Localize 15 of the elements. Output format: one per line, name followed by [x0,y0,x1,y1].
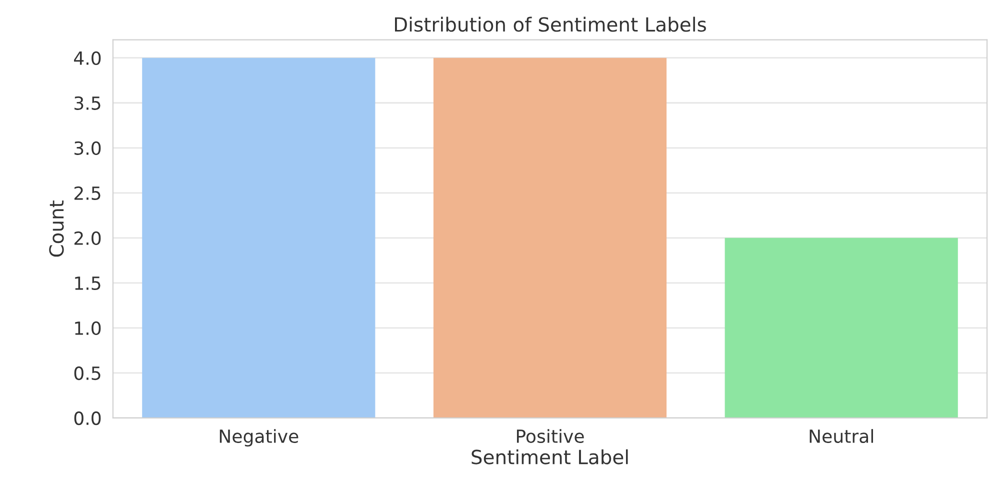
x-tick-label: Neutral [810,429,873,444]
y-tick-label: 2.0 [74,231,101,246]
x-tick-label: Positive [516,429,584,444]
y-tick-label: 3.5 [74,96,100,110]
y-axis-title: Count [49,200,64,257]
chart-title: Distribution of Sentiment Labels [395,16,706,32]
y-tick-label: 1.0 [75,321,101,336]
y-tick-label: 4.0 [74,51,101,65]
y-tick-label: 3.0 [74,141,101,155]
x-tick-label: Negative [220,429,298,447]
y-tick-label: 0.5 [74,366,100,380]
x-axis-title: Sentiment Label [472,449,628,464]
y-tick-label: 0.0 [74,411,101,426]
y-tick-label: 2.5 [74,186,100,200]
y-tick-label: 1.5 [75,276,100,290]
